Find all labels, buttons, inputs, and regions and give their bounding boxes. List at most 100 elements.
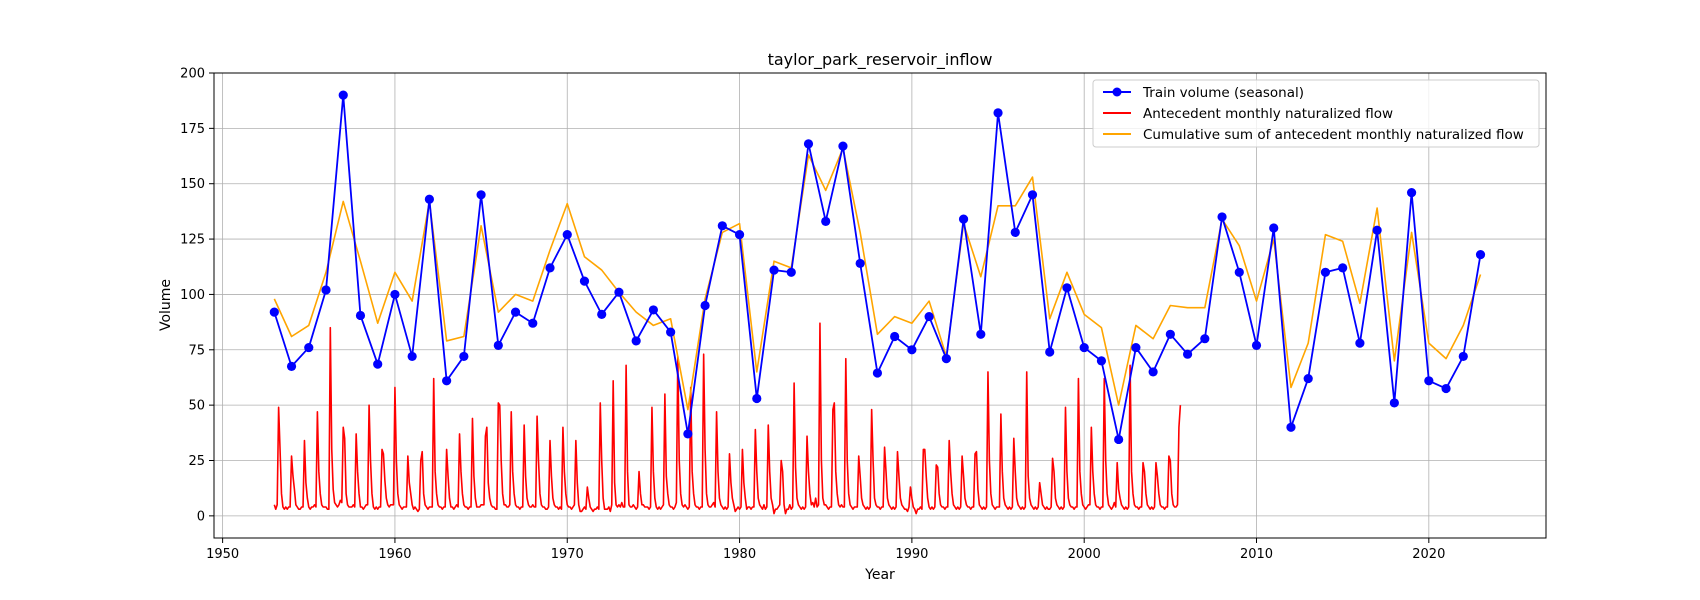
y-axis-label: Volume xyxy=(158,279,174,331)
legend-box xyxy=(1092,79,1540,148)
train-volume-point xyxy=(1269,223,1279,233)
train-volume-point xyxy=(424,194,434,204)
x-tick-label: 1960 xyxy=(378,547,411,562)
x-tick-label: 1980 xyxy=(723,547,756,562)
x-axis-label: Year xyxy=(864,567,895,583)
x-tick-label: 1950 xyxy=(206,547,239,562)
train-volume-point xyxy=(1096,356,1107,366)
train-volume-point xyxy=(838,141,848,151)
train-volume-point xyxy=(1234,267,1244,277)
train-volume-point xyxy=(1182,349,1193,359)
train-volume-point xyxy=(1148,367,1158,377)
train-volume-point xyxy=(890,331,900,342)
legend-label-train: Train volume (seasonal) xyxy=(1142,85,1304,101)
y-tick-label: 0 xyxy=(197,509,205,524)
train-volume-point xyxy=(269,307,279,317)
train-volume-point xyxy=(1475,249,1486,260)
legend-marker-train xyxy=(1112,87,1122,97)
train-volume-point xyxy=(407,351,417,362)
train-volume-point xyxy=(683,429,693,439)
train-volume-point xyxy=(717,221,727,231)
legend: Train volume (seasonal) Antecedent month… xyxy=(1092,79,1540,148)
train-volume-point xyxy=(1424,376,1434,386)
train-volume-point xyxy=(803,139,814,149)
axes: 1950 1960 1970 1980 1990 2000 2010 2020 0 25 50 75 1… xyxy=(180,67,1445,563)
train-volume-point xyxy=(1372,225,1382,235)
train-volume-point xyxy=(286,361,297,371)
train-volume-point xyxy=(1338,263,1348,273)
train-volume-point xyxy=(1251,340,1262,350)
train-volume-point xyxy=(1165,329,1175,339)
train-volume-point xyxy=(614,287,624,297)
train-volume-point xyxy=(597,309,607,319)
y-tick-label: 75 xyxy=(188,343,205,358)
train-volume-point xyxy=(321,285,331,295)
train-volume-point xyxy=(476,190,486,200)
x-tick-label: 2020 xyxy=(1412,547,1445,562)
train-volume-point xyxy=(338,90,348,100)
y-tick-label: 175 xyxy=(180,122,205,137)
y-tick-label: 125 xyxy=(180,233,205,248)
train-volume-point xyxy=(769,265,779,275)
train-volume-point xyxy=(821,216,831,226)
train-volume-point xyxy=(666,327,676,337)
train-volume-point xyxy=(958,214,969,224)
chart-title: taylor_park_reservoir_inflow xyxy=(768,50,993,70)
train-volume-point xyxy=(493,340,503,350)
train-volume-point xyxy=(907,345,917,355)
train-volume-point xyxy=(355,310,366,321)
train-volume-point xyxy=(941,354,951,364)
train-volume-point xyxy=(752,393,762,404)
legend-label-monthly: Antecedent monthly naturalized flow xyxy=(1143,106,1393,122)
series-line-monthly-flow xyxy=(273,322,1182,515)
train-volume-point xyxy=(1062,283,1072,293)
train-volume-point xyxy=(1027,190,1038,200)
train-volume-point xyxy=(631,336,641,346)
train-volume-point xyxy=(442,376,452,386)
y-tick-label: 25 xyxy=(188,454,205,469)
train-volume-point xyxy=(855,258,865,269)
train-volume-point xyxy=(373,359,383,369)
train-volume-point xyxy=(734,230,745,240)
train-volume-point xyxy=(1355,338,1365,348)
train-volume-point xyxy=(1441,383,1451,394)
plot-frame xyxy=(213,72,1547,539)
grid-lines xyxy=(214,72,1546,538)
train-volume-point xyxy=(1079,342,1089,353)
x-tick-label: 2010 xyxy=(1240,547,1273,562)
y-tick-label: 100 xyxy=(180,288,205,303)
train-volume-point xyxy=(1045,347,1055,357)
train-volume-point xyxy=(1389,398,1399,408)
train-volume-point xyxy=(648,305,659,315)
train-volume-point xyxy=(545,263,555,273)
train-volume-point xyxy=(786,267,796,277)
x-tick-label: 1970 xyxy=(551,547,584,562)
x-tick-label: 1990 xyxy=(895,547,928,562)
train-volume-point xyxy=(1303,373,1313,384)
train-volume-point xyxy=(1200,334,1210,344)
legend-label-cumulative: Cumulative sum of antecedent monthly nat… xyxy=(1143,127,1524,143)
train-volume-point xyxy=(872,368,883,378)
train-volume-point xyxy=(1320,267,1331,277)
train-volume-point xyxy=(1114,434,1124,445)
train-volume-point xyxy=(993,108,1003,118)
train-volume-point xyxy=(579,276,590,286)
train-volume-point xyxy=(1458,351,1468,362)
train-volume-point xyxy=(700,300,710,311)
train-volume-point xyxy=(562,230,572,240)
train-volume-point xyxy=(1406,187,1417,198)
train-volume-point xyxy=(528,318,538,328)
train-volume-point xyxy=(976,329,986,339)
plot-series xyxy=(269,90,1486,515)
train-volume-point xyxy=(459,351,469,362)
train-volume-point xyxy=(1286,422,1296,432)
y-tick-label: 200 xyxy=(180,67,205,82)
train-volume-point xyxy=(304,342,314,353)
y-tick-label: 50 xyxy=(188,399,205,414)
train-volume-point xyxy=(510,307,521,317)
train-volume-point xyxy=(1217,212,1227,222)
train-volume-point xyxy=(924,311,934,322)
train-volume-point xyxy=(1010,227,1020,238)
train-volume-point xyxy=(390,289,400,300)
